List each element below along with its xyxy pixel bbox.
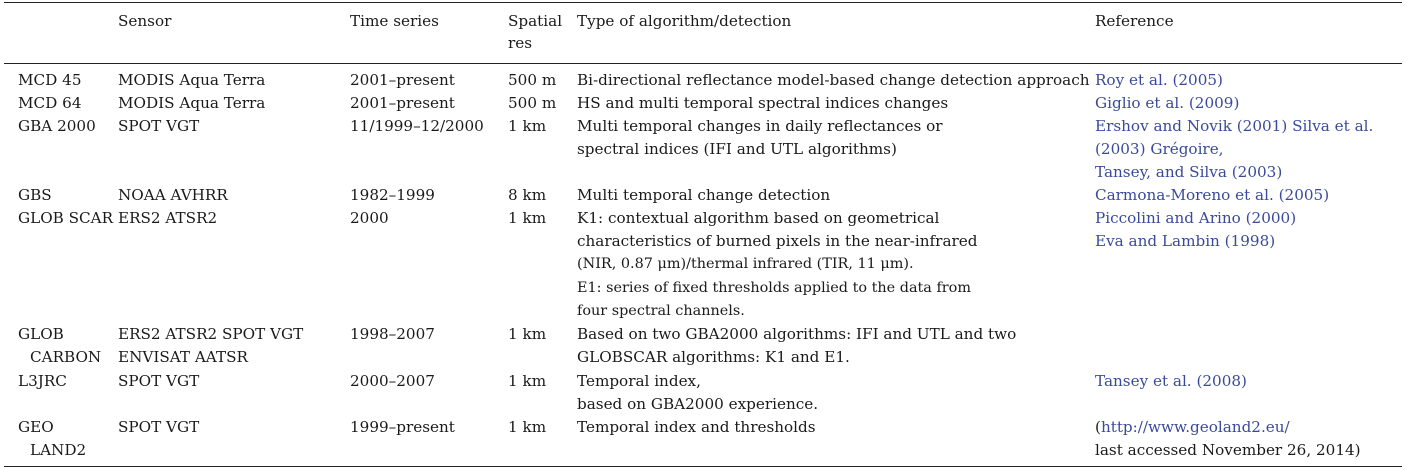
sensor-cell: SPOT VGT [118,117,200,135]
header-algorithm: Type of algorithm/detection [577,12,792,30]
header-reference: Reference [1095,12,1174,30]
spatial-res-cell: 1 km [508,372,547,390]
sensor-cell: NOAA AVHRR [118,186,228,204]
spatial-res-cell: 1 km [508,117,547,135]
algorithm-cell: Multi temporal change detection [577,186,831,204]
algorithm-cell: Temporal index, based on GBA2000 experie… [577,372,819,414]
reference-link[interactable]: Carmona-Moreno et al. (2005) [1095,186,1330,204]
product-name: GEO LAND2 [18,418,87,460]
spatial-res-cell: 1 km [508,325,547,343]
product-name: MCD 64 [18,94,82,112]
sensor-cell: ERS2 ATSR2 SPOT VGT ENVISAT AATSR [118,325,304,367]
reference-link[interactable]: Ershov and Novik (2001) Silva et al. (20… [1095,117,1374,182]
header-time-series: Time series [350,12,439,30]
header-bottom-rule [4,63,1402,64]
reference-link[interactable]: Piccolini and Arino (2000) Eva and Lambi… [1095,209,1297,251]
reference-url[interactable]: (http://www.geoland2.eu/ last accessed N… [1095,418,1361,460]
product-name: L3JRC [18,372,67,390]
sensor-cell: MODIS Aqua Terra [118,94,266,112]
algorithm-cell: Based on two GBA2000 algorithms: IFI and… [577,325,1017,367]
sensor-cell: MODIS Aqua Terra [118,71,266,89]
geoland2-link[interactable]: http://www.geoland2.eu/ [1100,418,1290,436]
product-name: GBS [18,186,52,204]
algorithm-cell: Bi-directional reflectance model-based c… [577,71,1090,89]
sensor-cell: SPOT VGT [118,418,200,436]
product-name: GLOB SCAR [18,209,114,227]
time-series-cell: 1999–present [350,418,455,436]
product-name: MCD 45 [18,71,82,89]
time-series-cell: 2000 [350,209,389,227]
time-series-cell: 1982–1999 [350,186,435,204]
reference-link[interactable]: Tansey et al. (2008) [1095,372,1247,390]
spatial-res-cell: 8 km [508,186,547,204]
reference-link[interactable]: Roy et al. (2005) [1095,71,1223,89]
algorithm-cell: Temporal index and thresholds [577,418,816,436]
header-spatial-res: Spatial res [508,12,563,52]
product-name: GBA 2000 [18,117,96,135]
sensor-cell: ERS2 ATSR2 [118,209,218,227]
spatial-res-cell: 1 km [508,209,547,227]
time-series-cell: 11/1999–12/2000 [350,117,484,135]
time-series-cell: 2001–present [350,71,455,89]
table-bottom-rule [4,466,1402,467]
spatial-res-cell: 500 m [508,94,557,112]
algorithm-cell: Multi temporal changes in daily reflecta… [577,117,943,159]
product-name: GLOB CARBON [18,325,102,367]
algorithm-cell: HS and multi temporal spectral indices c… [577,94,949,112]
time-series-cell: 2000–2007 [350,372,435,390]
spatial-res-cell: 1 km [508,418,547,436]
spatial-res-cell: 500 m [508,71,557,89]
table-top-rule [4,2,1402,3]
time-series-cell: 2001–present [350,94,455,112]
algorithm-cell: K1: contextual algorithm based on geomet… [577,209,978,319]
reference-link[interactable]: Giglio et al. (2009) [1095,94,1240,112]
header-sensor: Sensor [118,12,172,30]
time-series-cell: 1998–2007 [350,325,435,343]
sensor-cell: SPOT VGT [118,372,200,390]
